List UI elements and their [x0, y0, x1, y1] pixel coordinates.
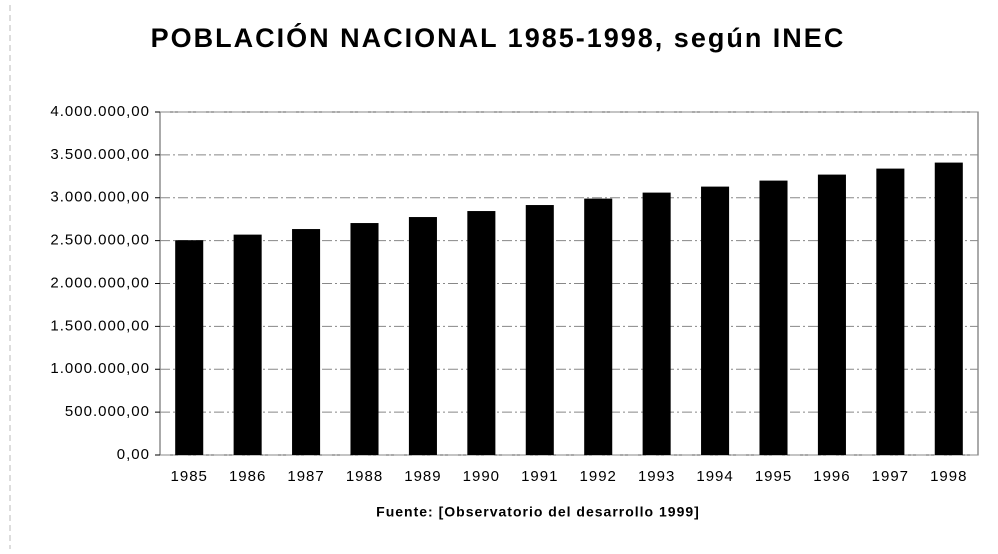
- bar: [233, 234, 262, 455]
- chart-title: POBLACIÓN NACIONAL 1985-1998, según INEC: [151, 22, 846, 53]
- x-tick-label: 1990: [463, 468, 500, 485]
- x-tick-label: 1986: [229, 468, 266, 485]
- y-tick-label: 0,00: [117, 446, 150, 463]
- x-tick-label: 1992: [580, 468, 617, 485]
- y-tick-label: 1.500.000,00: [50, 317, 150, 334]
- x-tick-label: 1985: [171, 468, 208, 485]
- bar: [525, 205, 554, 455]
- bar: [934, 162, 963, 455]
- bar: [701, 186, 730, 456]
- y-tick-label: 4.000.000,00: [50, 103, 150, 120]
- x-tick-label: 1987: [287, 468, 324, 485]
- bar: [467, 211, 496, 455]
- bar: [584, 198, 613, 456]
- bar: [642, 192, 671, 456]
- bar: [759, 180, 788, 455]
- x-tick-label: 1998: [930, 468, 967, 485]
- x-tick-label: 1994: [696, 468, 733, 485]
- x-tick-label: 1993: [638, 468, 675, 485]
- bar: [175, 240, 204, 455]
- y-tick-label: 3.500.000,00: [50, 146, 150, 163]
- y-tick-label: 500.000,00: [65, 403, 150, 420]
- x-tick-label: 1997: [872, 468, 909, 485]
- y-tick-label: 1.000.000,00: [50, 360, 150, 377]
- x-tick-label: 1991: [521, 468, 558, 485]
- source-note: Fuente: [Observatorio del desarrollo 199…: [376, 504, 700, 520]
- bar: [292, 229, 321, 455]
- bar: [876, 168, 905, 455]
- x-tick-label: 1988: [346, 468, 383, 485]
- bar: [350, 223, 379, 455]
- bar: [817, 174, 846, 455]
- x-tick-label: 1995: [755, 468, 792, 485]
- y-tick-label: 3.000.000,00: [50, 189, 150, 206]
- y-tick-label: 2.000.000,00: [50, 274, 150, 291]
- bar: [408, 217, 437, 455]
- x-tick-label: 1996: [813, 468, 850, 485]
- y-tick-label: 2.500.000,00: [50, 232, 150, 249]
- x-tick-label: 1989: [404, 468, 441, 485]
